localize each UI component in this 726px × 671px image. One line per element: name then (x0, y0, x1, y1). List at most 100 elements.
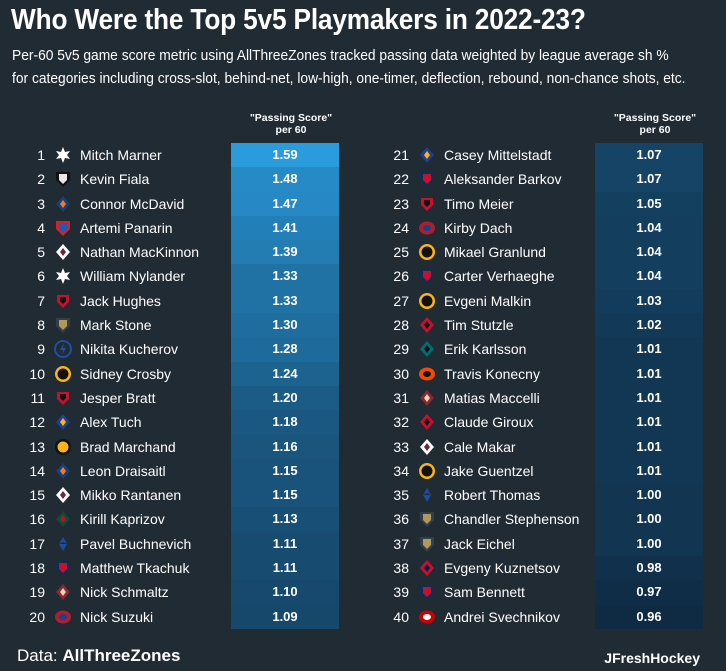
capitals-logo-icon (418, 559, 436, 577)
passing-score-cell: 1.24 (231, 361, 339, 386)
chart-subtitle: Per-60 5v5 game score metric using AllTh… (12, 44, 686, 90)
devils-logo-icon (54, 389, 72, 407)
passing-score-cell: 1.00 (595, 531, 703, 557)
passing-score-cell: 1.10 (231, 580, 339, 605)
player-rank: 32 (393, 414, 409, 431)
passing-score-cell: 1.11 (231, 531, 339, 557)
player-name: Mikael Granlund (444, 244, 546, 261)
passing-score-cell: 1.13 (231, 507, 339, 532)
passing-score-cell: 1.00 (595, 507, 703, 532)
table-row: 25 Mikael Granlund 1.04 (381, 240, 721, 265)
table-row: 32 Claude Giroux 1.01 (381, 410, 721, 435)
passing-score-cell: 1.01 (595, 434, 703, 459)
player-rank: 26 (393, 268, 409, 285)
player-rank: 6 (37, 268, 45, 285)
rangers-logo-icon (54, 219, 72, 237)
subtitle-line-1: Per-60 5v5 game score metric using AllTh… (12, 47, 669, 64)
wild-logo-icon (54, 510, 72, 528)
player-name: Claude Giroux (444, 414, 534, 431)
sabres-logo-icon (54, 413, 72, 431)
player-rank: 10 (29, 365, 45, 382)
author-credit: JFreshHockey (604, 650, 700, 666)
panthers-logo-icon (418, 583, 436, 601)
table-row: 3 Connor McDavid 1.47 (17, 191, 357, 216)
penguins-logo-icon (418, 292, 436, 310)
passing-score-cell: 1.01 (595, 385, 703, 411)
player-rank: 11 (30, 389, 45, 406)
player-rank: 17 (29, 535, 45, 552)
table-row: 20 Nick Suzuki 1.09 (17, 604, 357, 629)
table-row: 37 Jack Eichel 1.00 (381, 531, 721, 557)
panthers-logo-icon (418, 170, 436, 188)
oilers-logo-icon (54, 462, 72, 480)
chart-title: Who Were the Top 5v5 Playmakers in 2022-… (11, 4, 586, 36)
table-row: 22 Aleksander Barkov 1.07 (381, 167, 721, 192)
golden-knights-logo-icon (418, 510, 436, 528)
player-name: Jake Guentzel (444, 462, 534, 479)
player-name: Nikita Kucherov (80, 341, 179, 358)
player-name: Mark Stone (80, 317, 152, 334)
passing-score-cell: 1.11 (231, 556, 339, 581)
golden-knights-logo-icon (418, 535, 436, 553)
player-name: Erik Karlsson (444, 341, 527, 358)
player-rank: 24 (393, 219, 409, 236)
table-row: 29 Erik Karlsson 1.01 (381, 337, 721, 362)
player-name: Mitch Marner (80, 147, 162, 163)
player-name: Connor McDavid (80, 195, 185, 212)
player-name: Cale Makar (444, 438, 516, 455)
passing-score-cell: 1.33 (231, 288, 339, 314)
table-row: 4 Artemi Panarin 1.41 (17, 215, 357, 241)
passing-score-cell: 1.09 (231, 604, 339, 629)
passing-score-cell: 0.96 (595, 604, 703, 629)
maple-leafs-logo-icon (54, 267, 72, 285)
hurricanes-logo-icon (418, 608, 436, 626)
maple-leafs-logo-icon (54, 146, 72, 164)
penguins-logo-icon (54, 365, 72, 383)
table-row: 19 Nick Schmaltz 1.10 (17, 580, 357, 605)
passing-score-cell: 1.15 (231, 483, 339, 508)
flyers-logo-icon (418, 365, 436, 383)
player-rank: 4 (37, 219, 45, 236)
senators-logo-icon (418, 413, 436, 431)
player-rank: 12 (29, 414, 45, 431)
player-name: Jack Hughes (80, 292, 161, 309)
player-name: Casey Mittelstadt (444, 147, 552, 163)
lightning-logo-icon (54, 340, 72, 359)
passing-score-cell: 1.48 (231, 167, 339, 192)
passing-score-cell: 1.03 (595, 288, 703, 314)
table-row: 13 Brad Marchand 1.16 (17, 434, 357, 459)
passing-score-cell: 1.01 (595, 410, 703, 435)
table-row: 27 Evgeni Malkin 1.03 (381, 288, 721, 314)
passing-score-cell: 1.04 (595, 215, 703, 241)
coyotes-logo-icon (54, 583, 72, 601)
kings-logo-icon (54, 170, 72, 188)
passing-score-cell: 1.00 (595, 483, 703, 508)
table-row: 24 Kirby Dach 1.04 (381, 215, 721, 241)
table-row: 6 William Nylander 1.33 (17, 264, 357, 289)
player-rank: 38 (393, 560, 409, 577)
table-row: 16 Kirill Kaprizov 1.13 (17, 507, 357, 532)
passing-score-cell: 1.04 (595, 240, 703, 265)
sabres-logo-icon (418, 146, 436, 164)
column-header-left: "Passing Score" per 60 (249, 112, 333, 136)
table-row: 18 Matthew Tkachuk 1.11 (17, 556, 357, 581)
player-rank: 2 (37, 171, 45, 188)
oilers-logo-icon (54, 195, 72, 213)
player-rank: 16 (29, 511, 45, 528)
table-row: 14 Leon Draisaitl 1.15 (17, 458, 357, 484)
player-name: Tim Stutzle (444, 317, 514, 334)
table-row: 28 Tim Stutzle 1.02 (381, 313, 721, 338)
player-rank: 20 (29, 608, 45, 625)
player-name: Travis Konecny (444, 365, 540, 382)
canadiens-logo-icon (54, 608, 72, 626)
player-name: Mikko Rantanen (80, 487, 182, 504)
player-name: Matias Maccelli (444, 389, 540, 406)
player-rank: 3 (37, 195, 45, 212)
player-rank: 22 (393, 171, 409, 188)
penguins-logo-icon (418, 462, 436, 480)
passing-score-cell: 1.20 (231, 385, 339, 411)
table-row: 33 Cale Makar 1.01 (381, 434, 721, 459)
data-source: Data: AllThreeZones (17, 646, 180, 666)
player-name: Kirill Kaprizov (80, 511, 165, 528)
table-row: 15 Mikko Rantanen 1.15 (17, 483, 357, 508)
